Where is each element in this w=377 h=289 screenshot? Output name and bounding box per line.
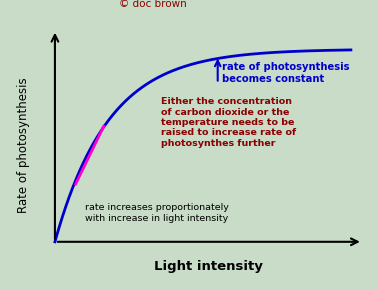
Text: rate of photosynthesis
becomes constant: rate of photosynthesis becomes constant	[222, 62, 349, 84]
Text: Either the concentration
of carbon dioxide or the
temperature needs to be
raised: Either the concentration of carbon dioxi…	[161, 97, 297, 148]
Text: © doc brown: © doc brown	[119, 0, 187, 9]
Text: rate increases proportionately
with increase in light intensity: rate increases proportionately with incr…	[84, 203, 228, 223]
Text: Light intensity: Light intensity	[155, 260, 263, 273]
Text: Rate of photosynthesis: Rate of photosynthesis	[17, 78, 31, 213]
